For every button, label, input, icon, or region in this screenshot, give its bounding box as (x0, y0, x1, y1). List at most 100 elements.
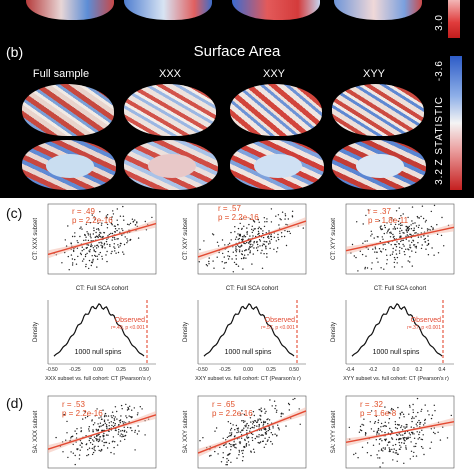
data-point (118, 246, 120, 248)
data-point (278, 224, 280, 226)
data-point (65, 439, 67, 441)
data-point (240, 437, 243, 439)
data-point (100, 425, 102, 427)
data-point (86, 454, 88, 457)
data-point (85, 253, 87, 256)
data-point (106, 227, 109, 229)
data-point (230, 433, 233, 436)
data-point (133, 407, 135, 409)
data-point (252, 229, 254, 232)
data-point (105, 441, 107, 444)
data-point (110, 218, 113, 220)
data-point (245, 426, 247, 428)
data-point (242, 420, 244, 422)
data-point (400, 426, 402, 429)
r-value: r = .32 (360, 400, 383, 409)
data-point (384, 425, 387, 427)
data-point (262, 425, 264, 427)
data-point (370, 428, 373, 430)
data-point (364, 434, 367, 436)
data-point (234, 238, 237, 240)
data-point (378, 443, 381, 445)
data-point (131, 218, 134, 220)
data-point (224, 244, 226, 246)
data-point (407, 229, 410, 232)
data-point (92, 260, 94, 262)
data-point (256, 241, 258, 244)
data-point (89, 233, 91, 235)
data-point (392, 251, 394, 253)
data-point (98, 253, 100, 256)
data-point (263, 217, 265, 219)
data-point (267, 418, 269, 420)
data-point (75, 433, 78, 435)
data-point (384, 448, 386, 450)
data-point (115, 429, 117, 432)
data-point (113, 231, 116, 233)
data-point (415, 245, 418, 248)
data-point (215, 427, 218, 429)
data-point (138, 430, 140, 432)
data-point (348, 426, 350, 429)
data-point (106, 260, 108, 263)
data-point (397, 423, 399, 426)
data-point (378, 220, 381, 222)
data-point (281, 412, 283, 414)
data-point (252, 423, 254, 425)
data-point (413, 244, 415, 246)
data-point (225, 439, 227, 441)
observed-label: Observed (411, 317, 441, 324)
data-point (404, 253, 406, 256)
data-point (97, 246, 100, 248)
fit-line (47, 222, 157, 256)
colorbar-top-value: -3.6 (434, 60, 445, 82)
data-point (232, 424, 234, 426)
data-point (229, 432, 231, 434)
data-point (243, 236, 245, 238)
data-point (400, 442, 403, 444)
data-point (80, 430, 83, 432)
data-point (376, 430, 378, 433)
data-point (127, 240, 129, 242)
data-point (409, 246, 411, 248)
data-point (241, 250, 243, 252)
data-point (105, 222, 108, 224)
data-point (241, 410, 243, 412)
data-point (105, 424, 108, 426)
data-point (383, 224, 386, 227)
data-point (271, 405, 273, 407)
data-point (90, 264, 92, 267)
data-point (253, 425, 256, 427)
data-point (76, 240, 78, 242)
data-point (230, 231, 232, 234)
data-point (116, 444, 119, 446)
data-point (384, 439, 387, 442)
data-point (244, 438, 246, 441)
data-point (251, 439, 254, 442)
data-point (78, 454, 81, 456)
data-point (112, 236, 114, 239)
data-point (241, 450, 243, 452)
data-point (123, 253, 125, 255)
col-label-xxx: XXX (158, 68, 181, 80)
data-point (362, 424, 365, 426)
data-point (224, 262, 226, 264)
data-point (137, 237, 140, 239)
data-point (283, 235, 286, 238)
data-point (257, 227, 259, 230)
data-point (245, 424, 247, 426)
data-point (101, 258, 104, 260)
data-point (424, 422, 426, 424)
data-point (117, 244, 119, 246)
data-point (92, 247, 95, 249)
scatter-d-xxy: SA: XXY subset (180, 392, 310, 474)
data-point (103, 432, 105, 435)
data-point (434, 410, 436, 412)
x-axis-label: XYY subset vs. full cohort: CT (Pearson'… (343, 376, 449, 382)
data-point (117, 238, 119, 240)
surface-area-title: Surface Area (193, 43, 281, 60)
data-point (136, 433, 139, 435)
data-point (95, 247, 98, 249)
data-point (427, 239, 429, 242)
data-point (240, 434, 243, 436)
